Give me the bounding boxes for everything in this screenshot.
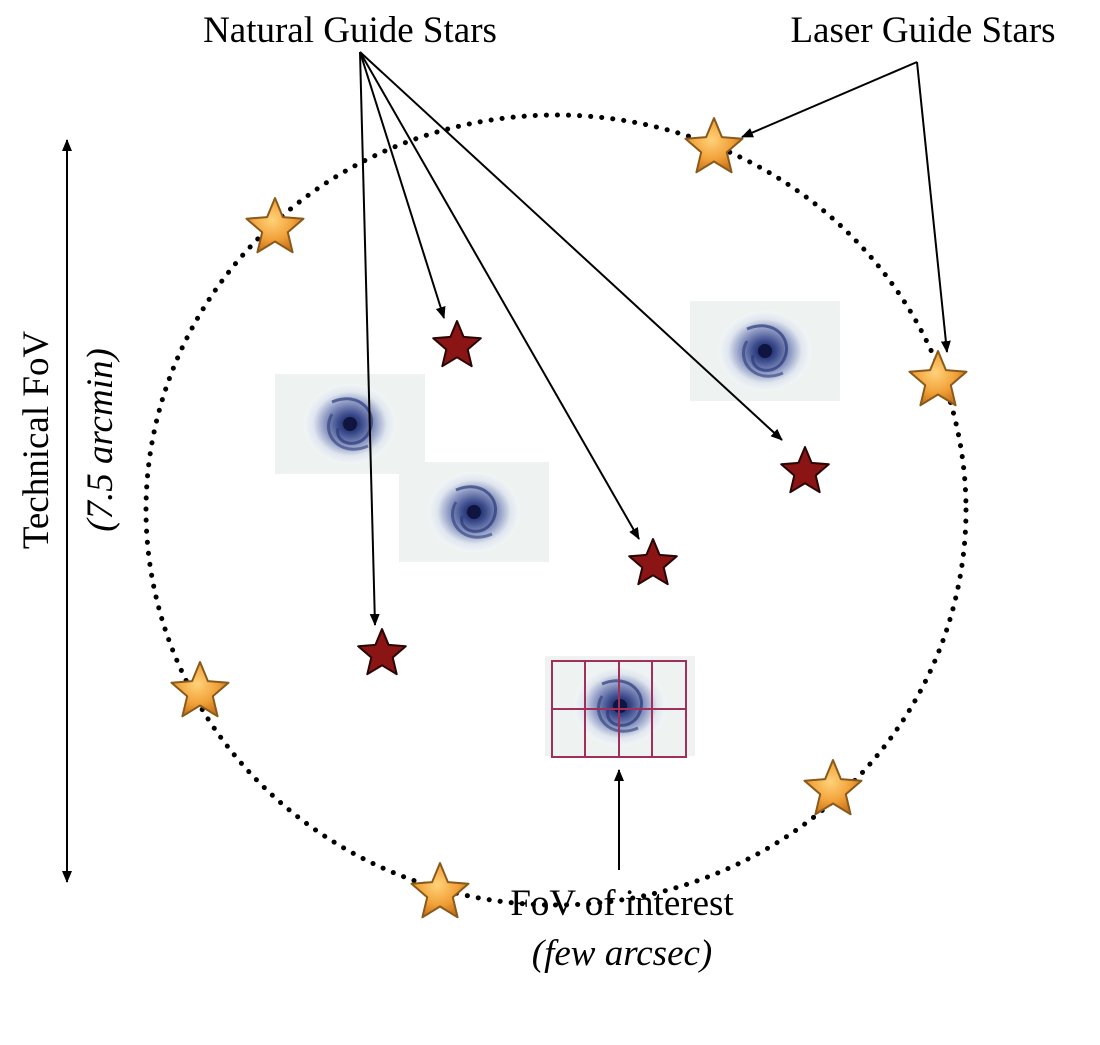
galaxy-image bbox=[397, 460, 551, 564]
natural-guide-star bbox=[628, 538, 678, 586]
laser-guide-star bbox=[410, 862, 470, 919]
natural-guide-star bbox=[432, 320, 482, 368]
natural-guide-star bbox=[357, 628, 407, 676]
galaxy-image bbox=[688, 299, 842, 403]
galaxy-image bbox=[273, 372, 427, 476]
laser-guide-star bbox=[245, 197, 305, 254]
technical-fov-size-label: (7.5 arcmin) bbox=[80, 348, 121, 532]
laser-guide-star bbox=[803, 759, 863, 816]
laser-guide-star bbox=[170, 661, 230, 718]
laser-guide-star bbox=[908, 350, 968, 407]
fov-of-interest-grid bbox=[551, 660, 687, 758]
laser-guide-star bbox=[684, 117, 744, 174]
laser-guide-star-arrows bbox=[741, 61, 951, 353]
laser-guide-stars-label: Laser Guide Stars bbox=[790, 10, 1055, 51]
natural-guide-stars-label: Natural Guide Stars bbox=[203, 10, 497, 51]
technical-fov-label: Technical FoV bbox=[16, 331, 57, 550]
natural-guide-star bbox=[780, 446, 830, 494]
technical-fov-circle bbox=[143, 112, 969, 908]
natural-guide-star-arrows bbox=[359, 51, 783, 626]
fov-of-interest-label: FoV of interest bbox=[510, 883, 734, 924]
fov-of-interest-size-label: (few arcsec) bbox=[532, 933, 712, 974]
